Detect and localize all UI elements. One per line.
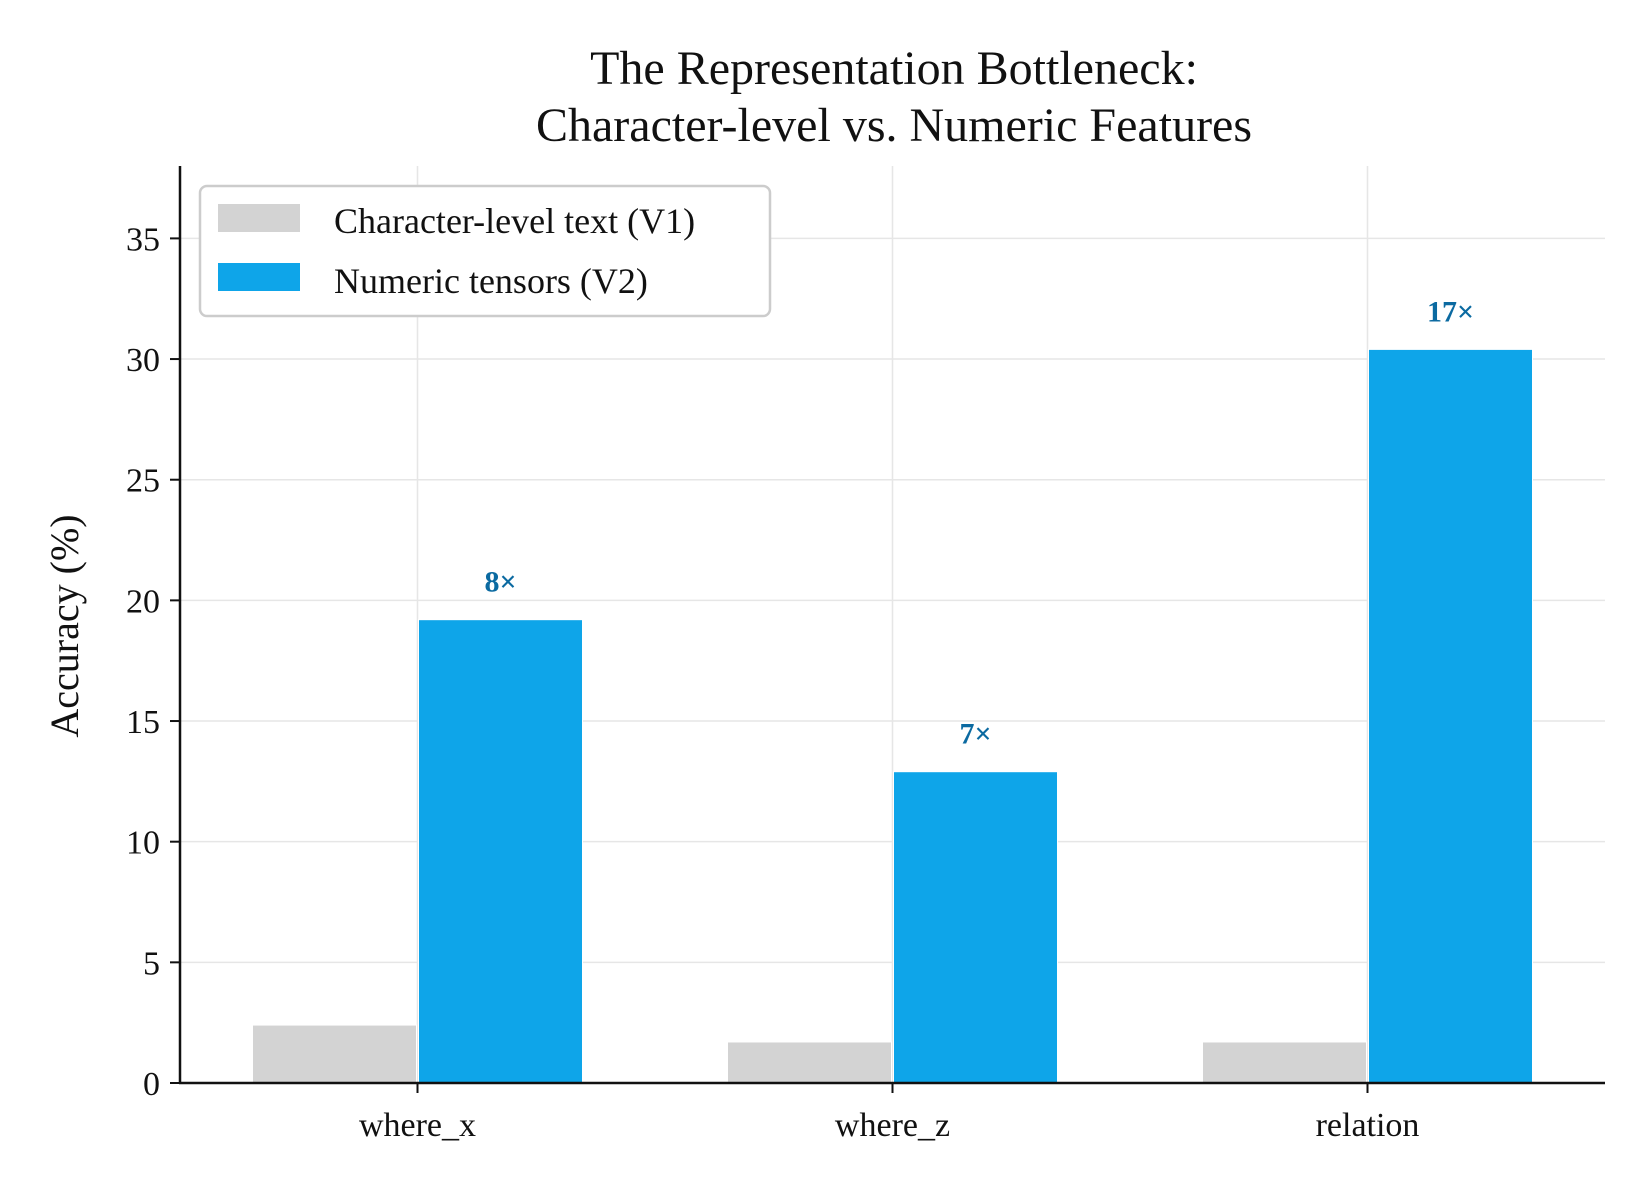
bar-v1-where_x: [252, 1024, 417, 1084]
bar-v1-relation: [1202, 1041, 1367, 1084]
y-tick-label: 10: [126, 825, 160, 862]
legend-label-v2: Numeric tensors (V2): [334, 261, 648, 301]
legend-swatch-v2: [218, 263, 300, 291]
y-tick-label: 20: [126, 583, 160, 620]
chart-subtitle: Character-level vs. Numeric Features: [536, 99, 1252, 152]
y-tick-label: 30: [126, 342, 160, 379]
x-tick-label-relation: relation: [1316, 1107, 1420, 1144]
bar-v2-where_z: [893, 771, 1058, 1084]
y-tick-label: 35: [126, 221, 160, 258]
y-axis-label: Accuracy (%): [42, 514, 87, 737]
grid-layer: [180, 166, 1605, 1084]
ratio-label-relation: 17×: [1427, 295, 1474, 328]
y-tick-label: 15: [126, 704, 160, 741]
legend-label-v1: Character-level text (V1): [334, 201, 695, 241]
axes-layer: 0 5 10 15 20 25 30 35 where_x where_z relation: [126, 166, 1605, 1144]
y-tick-label: 5: [143, 945, 160, 982]
legend: Character-level text (V1) Numeric tensor…: [198, 184, 772, 318]
x-tick-label-where_z: where_z: [835, 1107, 950, 1144]
legend-frame: [198, 184, 772, 318]
bars-layer: [252, 348, 1533, 1084]
labels-layer: 8× 7× 17×: [484, 295, 1474, 750]
bar-v2-where_x: [418, 619, 583, 1084]
x-tick-label-where_x: where_x: [359, 1107, 476, 1144]
bar-v1-where_z: [727, 1041, 892, 1084]
ratio-label-where_x: 8×: [484, 566, 516, 599]
bar-v2-relation: [1368, 348, 1533, 1084]
y-tick-label: 0: [143, 1066, 160, 1103]
legend-swatch-v1: [218, 204, 300, 232]
y-tick-label: 25: [126, 463, 160, 500]
chart-title: The Representation Bottleneck:: [590, 42, 1198, 95]
ratio-label-where_z: 7×: [959, 718, 991, 751]
